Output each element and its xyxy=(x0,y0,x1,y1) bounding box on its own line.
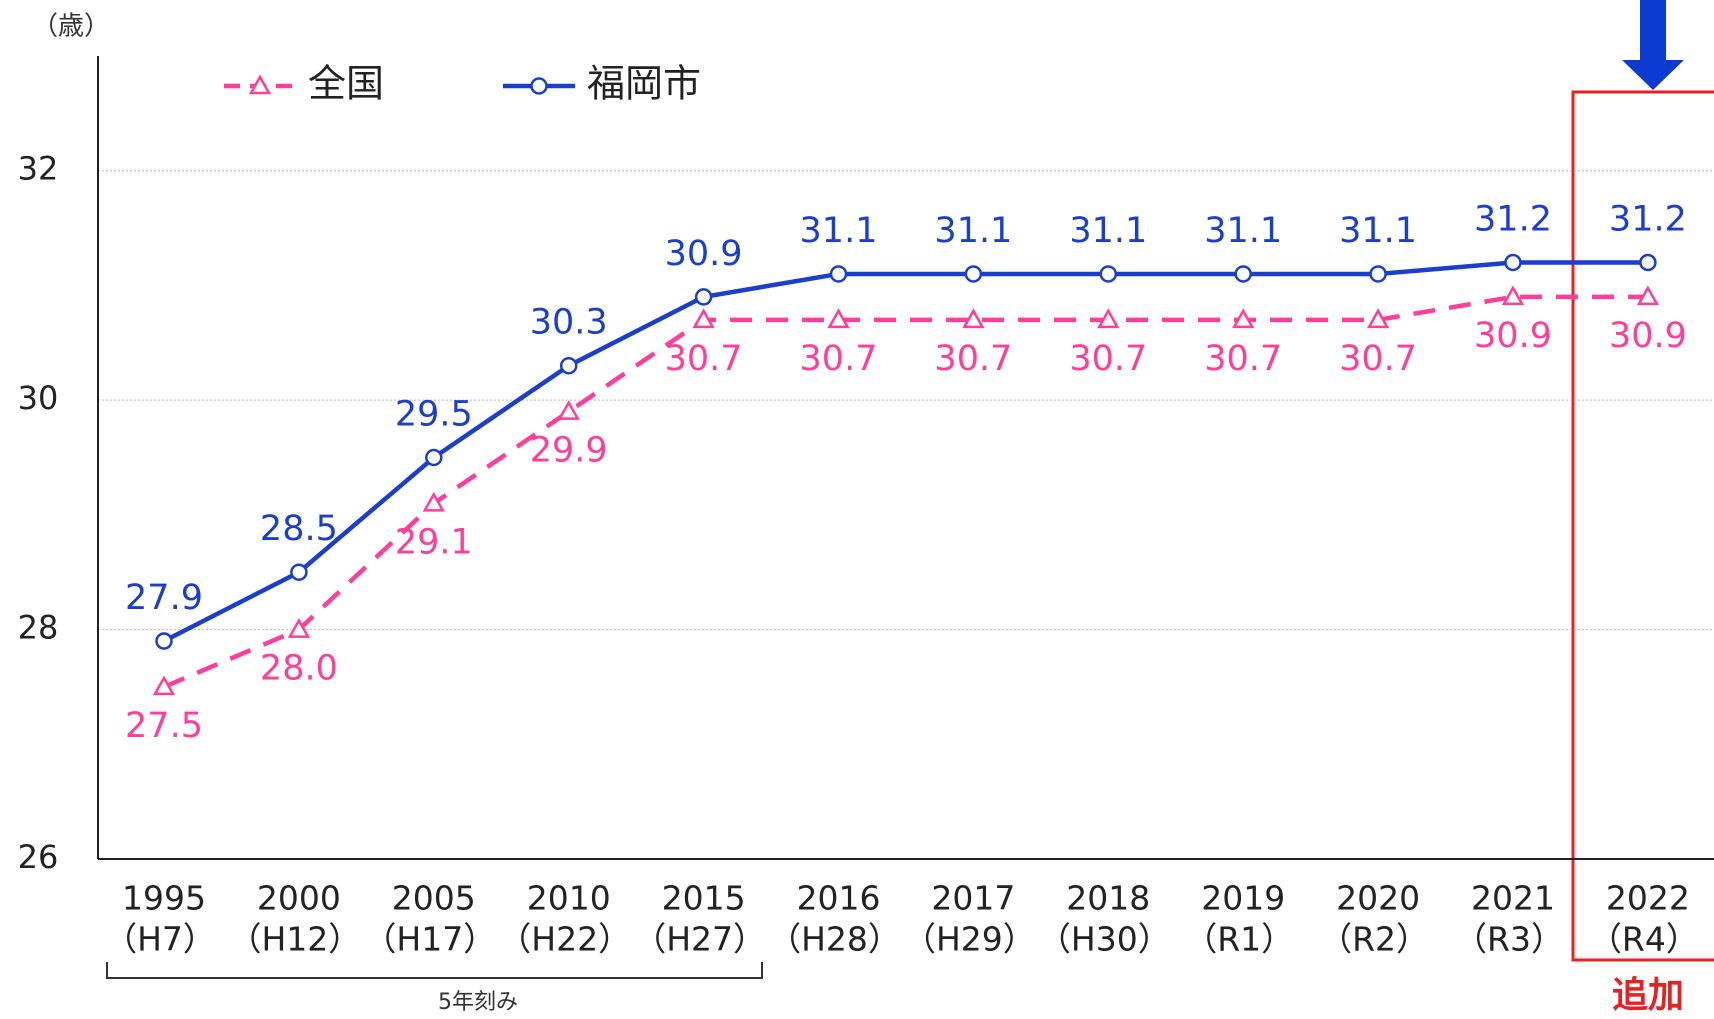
data-point xyxy=(1369,265,1387,283)
data-label: 30.7 xyxy=(1339,339,1417,379)
y-tick-label: 28 xyxy=(18,609,59,647)
data-label: 30.7 xyxy=(665,339,743,379)
data-label: 31.1 xyxy=(1204,211,1282,251)
data-label: 30.7 xyxy=(934,339,1012,379)
x-tick-sublabel: （H29） xyxy=(903,920,1036,959)
data-point xyxy=(692,308,715,329)
data-point xyxy=(422,491,445,512)
data-point xyxy=(290,563,308,581)
x-tick-label: 2010 xyxy=(527,879,611,918)
series-line xyxy=(163,294,1648,689)
x-tick-label: 2016 xyxy=(797,879,881,918)
data-point xyxy=(1366,308,1390,329)
data-label: 31.1 xyxy=(800,211,878,251)
data-point xyxy=(827,308,850,329)
data-point xyxy=(425,448,443,467)
x-tick-label: 2005 xyxy=(392,879,476,918)
x-tick-label: 2000 xyxy=(257,879,341,918)
x-tick-sublabel: （H17） xyxy=(363,920,496,959)
y-axis-label: （歳） xyxy=(32,12,110,42)
x-tick-label: 2021 xyxy=(1471,879,1555,918)
data-point xyxy=(962,308,985,329)
x-tick-label: 2019 xyxy=(1201,879,1285,918)
x-tick-sublabel: （H12） xyxy=(228,920,361,959)
data-point xyxy=(964,265,983,283)
data-point xyxy=(287,618,311,638)
x-tick-sublabel: （H7） xyxy=(104,920,216,959)
x-tick-sublabel: （R1） xyxy=(1184,920,1294,959)
data-label: 27.5 xyxy=(125,706,203,746)
data-point xyxy=(1234,265,1252,283)
data-label: 31.1 xyxy=(934,211,1012,251)
x-tick-sublabel: （R2） xyxy=(1319,920,1429,959)
data-label: 28.0 xyxy=(260,649,338,689)
data-point xyxy=(1636,285,1660,306)
legend-label: 全国 xyxy=(308,62,384,106)
data-label: 30.3 xyxy=(530,303,608,343)
data-label: 30.7 xyxy=(800,339,878,379)
data-point xyxy=(829,265,848,283)
legend-marker xyxy=(530,77,548,95)
x-tick-sublabel: （R3） xyxy=(1454,920,1564,959)
data-label: 27.9 xyxy=(125,578,203,618)
legend-label: 福岡市 xyxy=(587,62,701,106)
data-label: 29.5 xyxy=(395,395,473,435)
data-point xyxy=(1501,285,1525,306)
x-tick-label: 2022 xyxy=(1606,879,1690,918)
y-tick-label: 32 xyxy=(18,150,59,188)
x-tick-sublabel: （H28） xyxy=(768,920,901,959)
data-point xyxy=(155,632,173,650)
x-tick-sublabel: （H30） xyxy=(1038,920,1171,959)
x-tick-label: 2015 xyxy=(662,879,746,918)
x-tick-label: 2018 xyxy=(1066,879,1150,918)
y-tick-label: 30 xyxy=(18,379,59,417)
interval-bracket xyxy=(106,962,763,979)
data-point xyxy=(152,675,176,696)
data-label: 31.1 xyxy=(1069,211,1147,251)
data-label: 30.7 xyxy=(1069,339,1147,379)
data-label: 30.9 xyxy=(1609,316,1687,356)
data-point xyxy=(1232,308,1255,329)
x-tick-label: 2017 xyxy=(931,879,1015,918)
data-point xyxy=(557,400,580,420)
interval-note: 5年刻み xyxy=(438,990,518,1015)
data-label: 31.2 xyxy=(1474,199,1552,239)
x-tick-sublabel: （H22） xyxy=(498,920,631,959)
data-label: 31.1 xyxy=(1339,211,1417,251)
y-tick-label: 26 xyxy=(18,838,59,876)
x-tick-label: 2020 xyxy=(1336,879,1420,918)
data-label: 30.7 xyxy=(1204,339,1282,379)
legend-marker xyxy=(248,74,272,95)
x-tick-sublabel: （R4） xyxy=(1589,920,1699,959)
data-point xyxy=(559,356,578,375)
highlight-box xyxy=(1571,90,1714,962)
arrow-head xyxy=(1622,60,1684,90)
data-label: 30.9 xyxy=(665,234,743,274)
data-point xyxy=(1504,253,1522,272)
data-label: 31.2 xyxy=(1609,199,1687,239)
data-label: 30.9 xyxy=(1474,316,1552,356)
data-point xyxy=(1099,265,1118,283)
series-line xyxy=(162,260,1648,644)
x-tick-label: 1995 xyxy=(122,879,206,918)
x-tick-sublabel: （H27） xyxy=(633,920,766,959)
data-label: 29.1 xyxy=(395,522,473,562)
data-label: 29.9 xyxy=(530,431,608,471)
data-point xyxy=(694,288,713,306)
data-point xyxy=(1097,308,1120,329)
added-note: 追加 xyxy=(1612,975,1684,1016)
arrow-shaft xyxy=(1640,0,1666,62)
data-label: 28.5 xyxy=(260,509,338,549)
data-point xyxy=(1639,253,1657,272)
